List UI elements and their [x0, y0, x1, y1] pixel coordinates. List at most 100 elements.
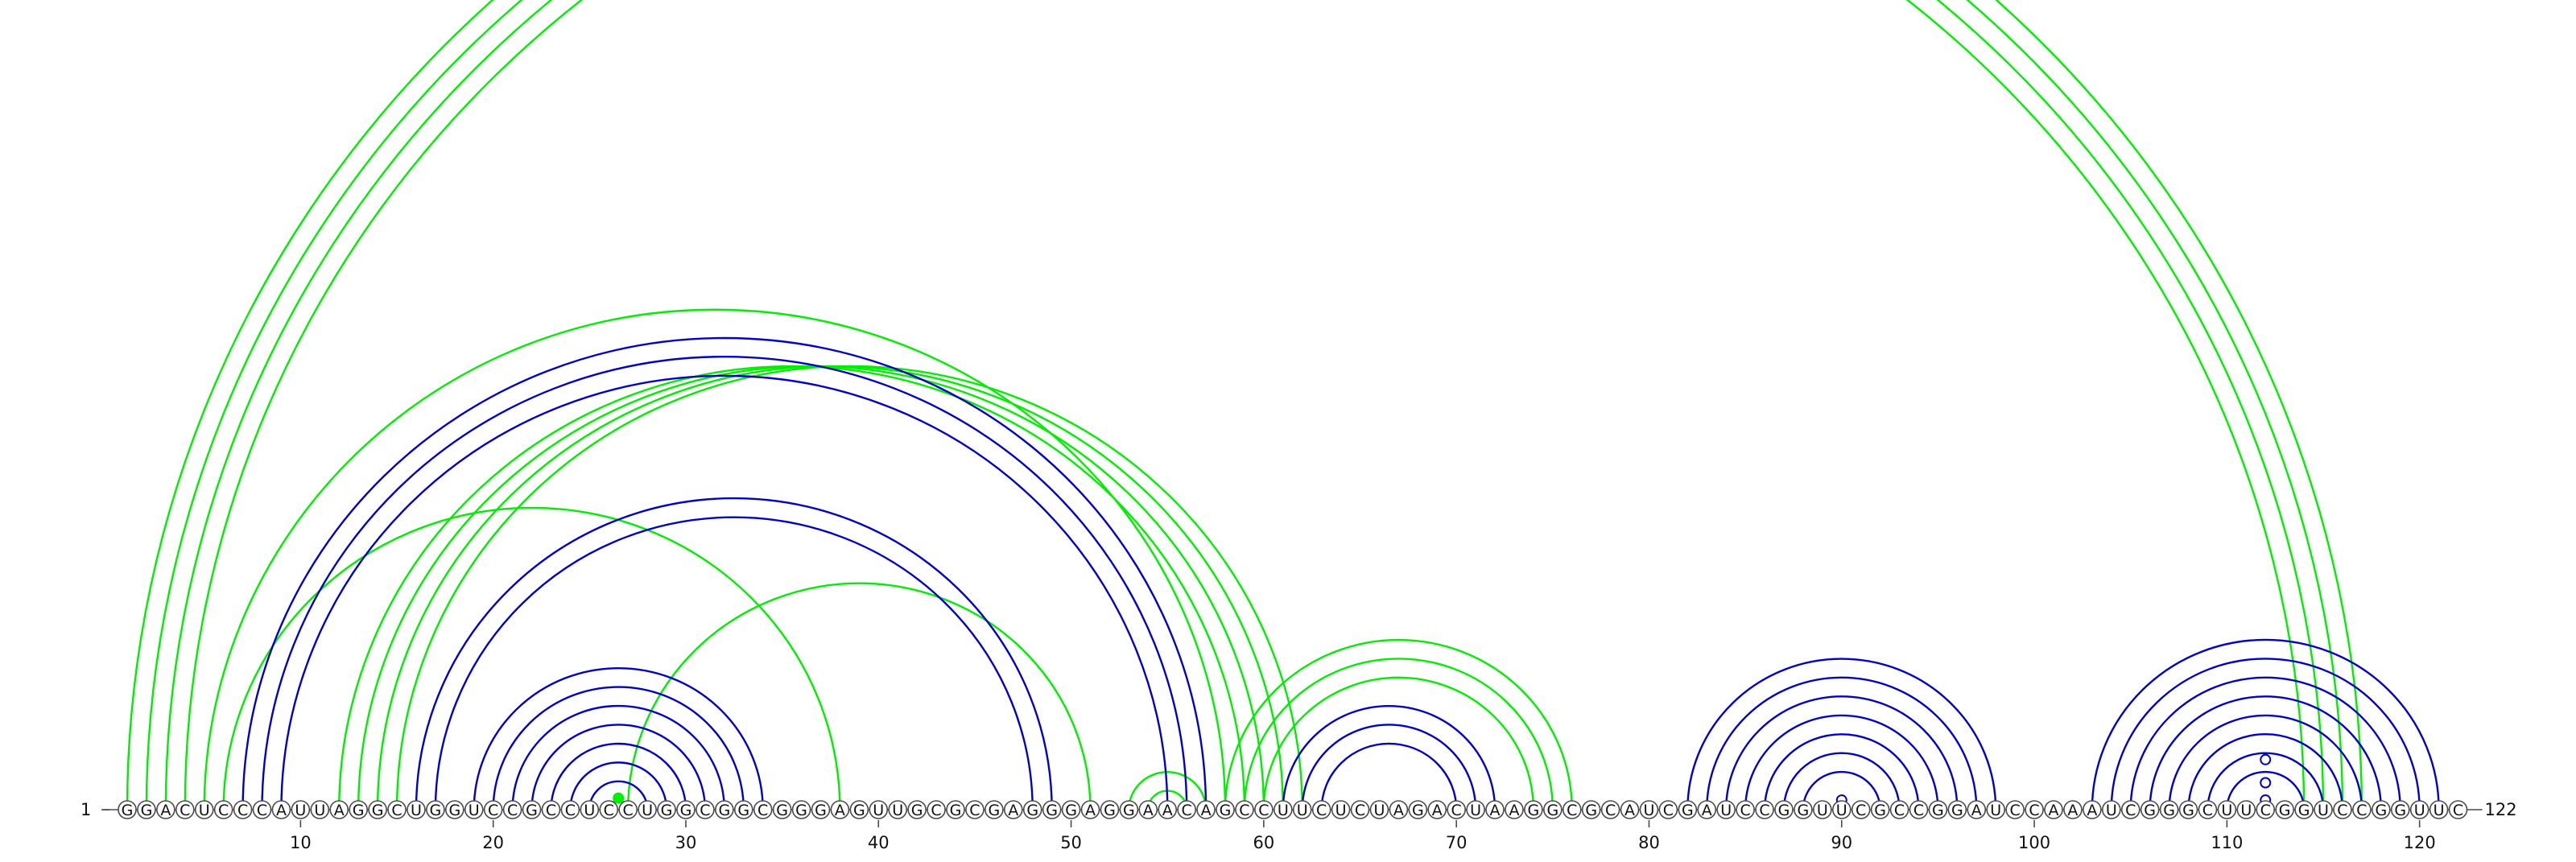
tick-label: 20 [482, 833, 504, 852]
nucleotide-letter: C [931, 802, 941, 819]
tick-layer: 10 20 30 40 50 60 70 80 90 100 110 120 [290, 820, 2436, 852]
nucleotide-letter: G [1412, 802, 1424, 819]
nucleotide-40: U [869, 801, 887, 819]
nucleotide-letter: C [257, 802, 267, 819]
nucleotide-54: A [1139, 801, 1157, 819]
tick-40: 40 [868, 820, 890, 852]
nucleotide-letter: G [737, 802, 749, 819]
nucleotide-38: A [831, 801, 848, 819]
nucleotide-letter: G [950, 802, 962, 819]
nucleotide-50: G [1063, 801, 1080, 819]
nucleotide-letter: C [1894, 802, 1905, 819]
nucleotide-106: G [2141, 801, 2159, 819]
nucleotide-letter: A [2087, 802, 2097, 819]
nucleotide-113: G [2276, 801, 2293, 819]
tick-50: 50 [1060, 820, 1082, 852]
blue-arc-61-72 [1283, 706, 1495, 810]
blue-arc-8-56 [262, 357, 1187, 810]
nucleotide-letter: G [1682, 802, 1694, 819]
blue-arc-17-48 [436, 518, 1033, 810]
nucleotide-letter: G [526, 802, 538, 819]
nucleotide-53: G [1120, 801, 1137, 819]
nucleotide-107: G [2161, 801, 2178, 819]
nucleotide-letter: G [718, 802, 730, 819]
nucleotide-19: U [465, 801, 483, 819]
nucleotide-59: C [1236, 801, 1253, 819]
nucleotide-letter: U [2106, 802, 2117, 819]
nucleotide-letter: A [1085, 802, 1096, 819]
tick-label: 50 [1060, 833, 1082, 852]
nucleotide-17: G [427, 801, 444, 819]
nucleotide-80: U [1640, 801, 1657, 819]
nucleotide-letter: C [1258, 802, 1269, 819]
nucleotide-21: C [504, 801, 522, 819]
nucleotide-4: C [176, 801, 194, 819]
loop-marker-3 [2260, 777, 2270, 787]
blue-arc-19-34 [474, 668, 763, 810]
nucleotide-letter: C [1740, 802, 1750, 819]
nucleotide-74: G [1525, 801, 1542, 819]
blue-arcs-layer [243, 338, 2439, 810]
nucleotide-15: C [388, 801, 406, 819]
nucleotide-letter: U [295, 802, 306, 819]
nucleotide-letter: U [411, 802, 422, 819]
nucleotide-75: G [1544, 801, 1562, 819]
nucleotide-letter: A [1162, 802, 1173, 819]
nucleotide-letter: C [969, 802, 980, 819]
nucleotide-letter: G [1104, 802, 1116, 819]
nucleotide-88: G [1794, 801, 1812, 819]
nucleotide-62: U [1294, 801, 1311, 819]
nucleotide-24: C [561, 801, 579, 819]
nucleotide-letter: C [1759, 802, 1769, 819]
nucleotide-letter: C [2356, 802, 2367, 819]
nucleotide-letter: U [199, 802, 210, 819]
nucleotide-letter: U [2240, 802, 2252, 819]
markers-layer [613, 755, 2270, 805]
nucleotide-7: C [234, 801, 252, 819]
nucleotide-94: C [1909, 801, 1927, 819]
nucleotide-letter: U [2221, 802, 2232, 819]
nucleotide-letter: U [1470, 802, 1481, 819]
nucleotide-42: G [908, 801, 926, 819]
nucleotide-letter: G [2182, 802, 2194, 819]
nucleotide-9: A [272, 801, 290, 819]
nucleotide-letter: G [430, 802, 442, 819]
nucleotide-26: C [600, 801, 617, 819]
nucleotide-letter: G [2144, 802, 2156, 819]
nucleotide-letter: G [2375, 802, 2387, 819]
nucleotide-103: A [2083, 801, 2101, 819]
nucleotide-letter: C [758, 802, 768, 819]
nucleotide-104: U [2103, 801, 2120, 819]
nucleotide-letter: G [353, 802, 365, 819]
nucleotide-14: G [369, 801, 386, 819]
nucleotide-letter: A [835, 802, 845, 819]
nucleotide-letter: G [372, 802, 384, 819]
nucleotide-letter: G [1932, 802, 1944, 819]
nucleotide-letter: C [488, 802, 498, 819]
nucleotide-48: G [1024, 801, 1042, 819]
nucleotide-letter: G [1798, 802, 1810, 819]
nucleotide-1: G [118, 801, 136, 819]
nucleotide-letter: G [1951, 802, 1963, 819]
nucleotide-letter: C [1913, 802, 1924, 819]
nucleotide-60: C [1255, 801, 1273, 819]
nucleotide-letter: C [565, 802, 576, 819]
nucleotide-81: C [1659, 801, 1677, 819]
nucleotide-70: C [1447, 801, 1465, 819]
nucleotide-91: C [1852, 801, 1870, 819]
nucleotide-76: C [1563, 801, 1581, 819]
nucleotide-letter: U [2434, 802, 2445, 819]
nucleotide-69: A [1428, 801, 1446, 819]
nucleotide-35: G [774, 801, 791, 819]
nucleotide-46: G [985, 801, 1003, 819]
start-label: 1 [80, 800, 91, 819]
blue-arc-62-71 [1302, 724, 1476, 810]
nucleotide-111: U [2237, 801, 2255, 819]
nucleotide-22: G [523, 801, 541, 819]
nucleotide-78: C [1602, 801, 1620, 819]
nucleotide-63: C [1313, 801, 1331, 819]
nucleotide-letter: G [661, 802, 673, 819]
nucleotide-letter: A [2049, 802, 2059, 819]
nucleotide-letter: U [2318, 802, 2329, 819]
